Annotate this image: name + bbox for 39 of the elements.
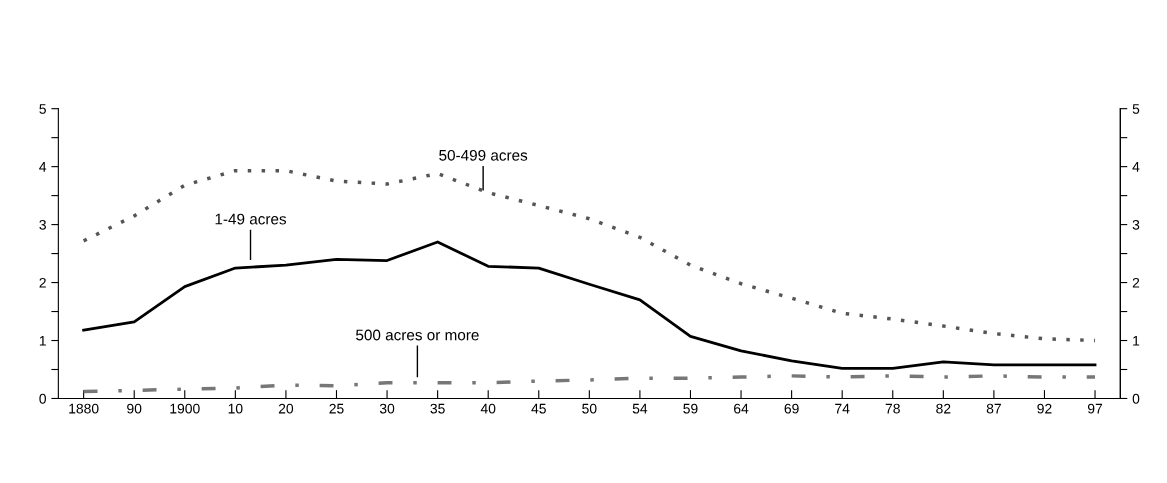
- x-tick-label: 50: [582, 403, 597, 414]
- x-tick-label: 54: [632, 403, 648, 414]
- y-tick-label: 3: [39, 219, 46, 230]
- text: 1-49 acres: [215, 213, 287, 225]
- line-series: [82, 240, 1097, 370]
- x-tick-label: 20: [278, 403, 294, 414]
- x-tick-label: 45: [531, 403, 546, 414]
- y2-tick-label: 3: [1132, 219, 1140, 230]
- x-tick-label: 1900: [170, 403, 200, 414]
- x-tick-label: 90: [127, 403, 142, 414]
- y-tick-label: 1: [39, 335, 46, 346]
- y2-tick-label: 4: [1132, 162, 1140, 172]
- x-tick-label: 10: [228, 403, 243, 414]
- y-tick-label: 4: [39, 162, 47, 172]
- x-tick-label: 25: [329, 403, 344, 414]
- y-tick-label: 5: [39, 104, 46, 114]
- x-tick-label: 92: [1037, 403, 1052, 414]
- x-tick-label: 82: [936, 403, 951, 414]
- x-tick-label: 69: [784, 403, 799, 414]
- y-tick-label: 0: [39, 393, 46, 404]
- line-series: [81, 374, 1097, 394]
- x-tick-label: 97: [1087, 403, 1103, 414]
- x-tick-label: 64: [734, 403, 749, 414]
- x-tick-label: 30: [379, 403, 395, 414]
- y2-tick-label: 5: [1132, 104, 1140, 114]
- y2-tick-label: 1: [1133, 335, 1140, 346]
- line-series: [81, 168, 1097, 343]
- x-tick-label: 35: [430, 403, 445, 414]
- text: 500 acres or more: [356, 329, 479, 341]
- y-tick-label: 2: [39, 277, 46, 288]
- x-tick-label: 40: [480, 403, 496, 414]
- x-tick-label: 87: [986, 403, 1001, 414]
- y2-tick-label: 0: [1132, 393, 1140, 404]
- x-tick-label: 78: [885, 403, 900, 414]
- x-tick-label: 74: [835, 403, 850, 414]
- y2-tick-label: 2: [1132, 277, 1140, 288]
- x-tick-label: 59: [683, 403, 698, 414]
- series-label: 50-499 acres: [439, 149, 528, 161]
- x-tick-label: 1880: [69, 403, 99, 414]
